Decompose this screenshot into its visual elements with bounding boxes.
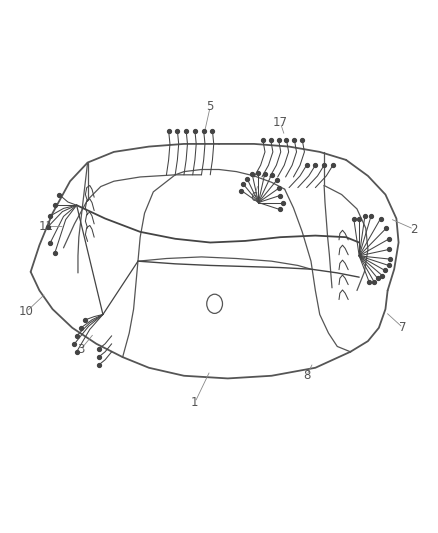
- Text: 17: 17: [273, 116, 288, 129]
- Text: 8: 8: [303, 369, 310, 382]
- Text: 10: 10: [19, 305, 34, 318]
- Text: 7: 7: [399, 321, 407, 334]
- Text: 2: 2: [410, 223, 418, 236]
- Text: 11: 11: [39, 220, 53, 233]
- Text: 1: 1: [191, 396, 199, 409]
- Text: 6: 6: [250, 191, 258, 204]
- Text: 5: 5: [207, 100, 214, 113]
- Text: 3: 3: [78, 343, 85, 356]
